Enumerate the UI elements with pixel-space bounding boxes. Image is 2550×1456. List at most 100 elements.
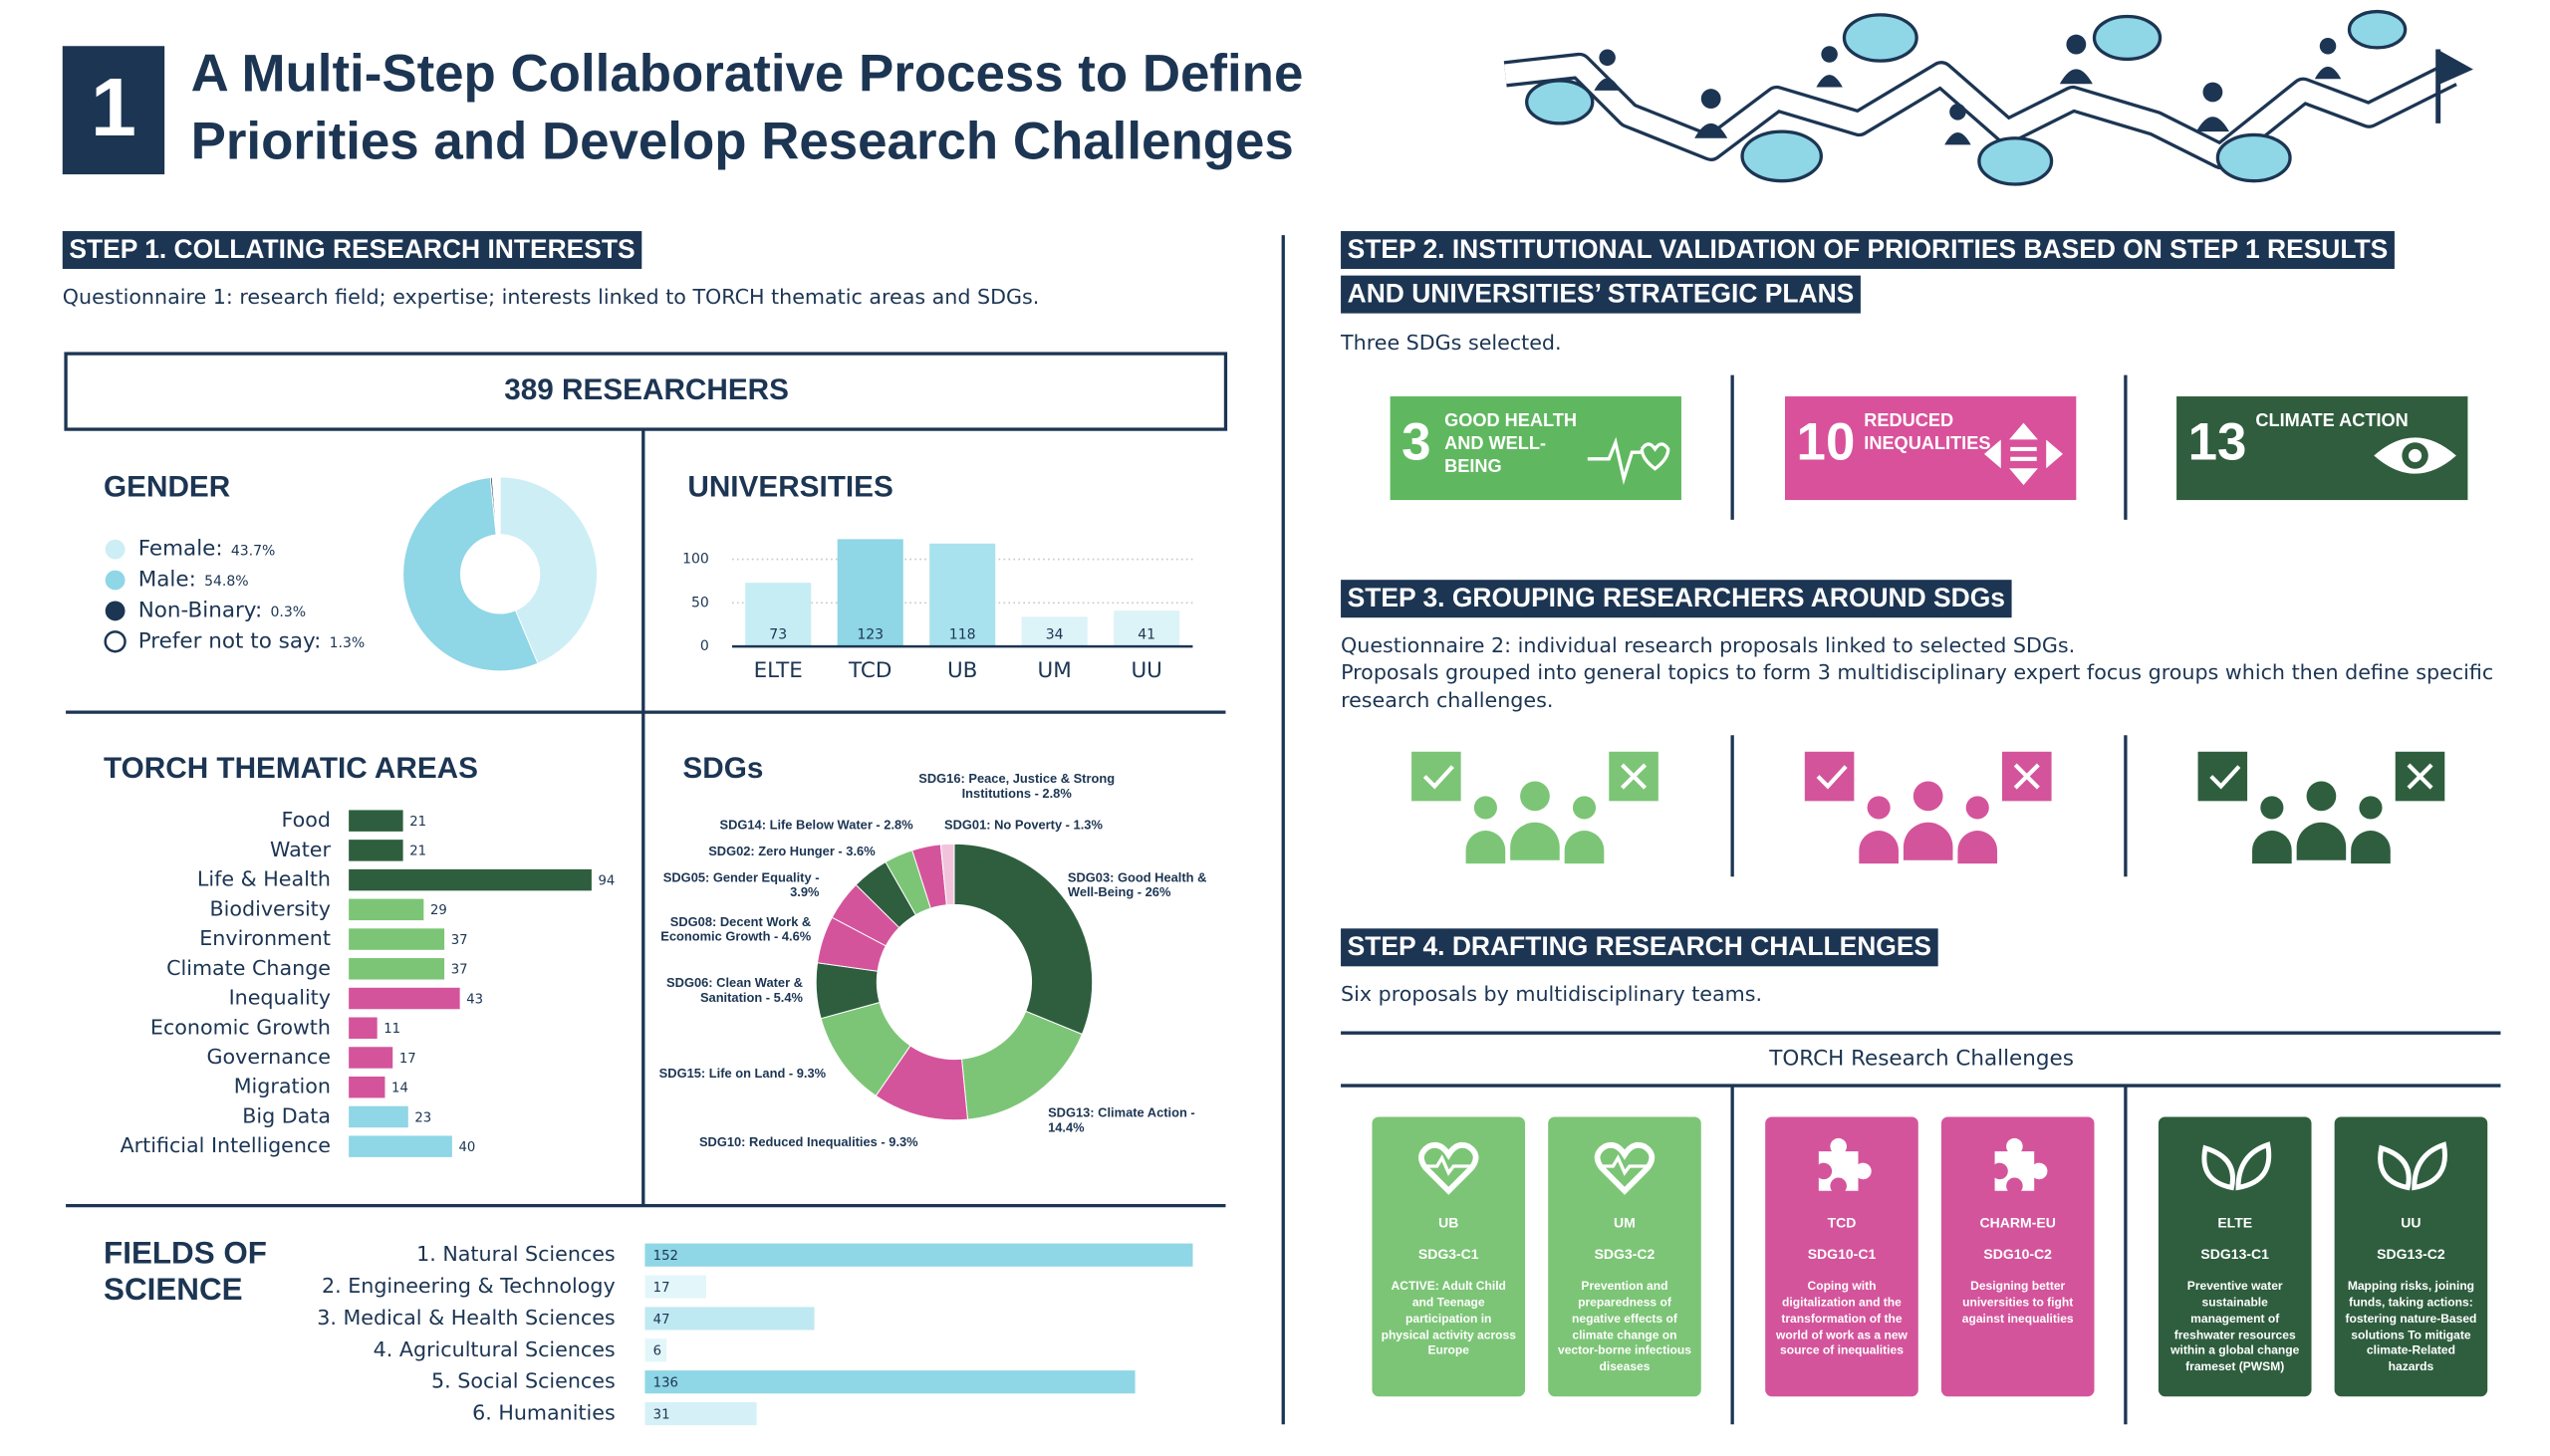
slice-label-box: SDG16: Peace, Justice & Strong Instituti…: [918, 773, 1116, 802]
bar: [349, 958, 445, 980]
legend-value: 0.3%: [270, 605, 306, 620]
sdg-tile: [1390, 396, 1681, 501]
sdg-icon: [1587, 436, 1670, 485]
card-institution: CHARM-EU: [1980, 1214, 2056, 1230]
slice-label-box: SDG01: No Poverty - 1.3%: [944, 819, 1103, 833]
bar: [349, 840, 403, 861]
y-tick-label: Food: [282, 808, 331, 832]
y-tick-label: Environment: [199, 926, 331, 950]
heading-bg: [1341, 231, 2395, 270]
slice-label: SDG10: Reduced Inequalities - 9.3%: [698, 1136, 918, 1150]
sdg-name: REDUCED INEQUALITIES: [1864, 410, 1991, 454]
bar: [837, 539, 903, 647]
heading: AND UNIVERSITIES’ STRATEGIC PLANS: [1348, 278, 1855, 308]
pie-slice: [953, 843, 1094, 1036]
card-code: SDG3-C1: [1418, 1246, 1479, 1262]
legend-value: 54.8%: [204, 574, 249, 590]
bar: [349, 810, 403, 832]
slice-label: SDG13: Climate Action - 14.4%: [1048, 1106, 1195, 1135]
bar: [644, 1243, 1193, 1267]
challenge-card: [2334, 1116, 2488, 1397]
y-tick-label: 4. Agricultural Sciences: [374, 1337, 616, 1361]
slice-label: SDG05: Gender Equality - 3.9%: [662, 871, 820, 900]
x-tick-label: UU: [1131, 658, 1161, 683]
total-box: [64, 352, 1228, 431]
challenge-card: [2158, 1116, 2312, 1397]
heading-bg: [62, 231, 642, 270]
y-tick-label: Economic Growth: [150, 1015, 331, 1039]
value-label: 21: [409, 815, 426, 830]
card-icon: [1594, 1141, 1656, 1195]
slice-label: SDG02: Zero Hunger - 3.6%: [708, 845, 876, 859]
card-text: Coping with digitalization and the trans…: [1775, 1278, 1908, 1358]
value-label: 17: [399, 1052, 416, 1067]
y-tick-label: Climate Change: [166, 956, 331, 980]
number-badge: [62, 46, 165, 175]
speech-bubbles: [1525, 9, 2408, 186]
heading: STEP 3. GROUPING RESEARCHERS AROUND SDGs: [1348, 583, 2005, 612]
legend-value: 43.7%: [231, 543, 276, 559]
person-body: [2252, 831, 2292, 864]
challenge-card: [1765, 1116, 1918, 1397]
sdg-number: 10: [1797, 413, 1856, 472]
description: Six proposals by multidisciplinary teams…: [1341, 982, 1762, 1006]
value-label: 23: [414, 1110, 431, 1125]
slice-label-box: SDG08: Decent Work & Economic Growth - 4…: [660, 916, 811, 944]
bar: [644, 1275, 706, 1299]
chart-title: SDGs: [682, 752, 763, 785]
legend-label: Female:: [138, 537, 223, 562]
legend-swatch: [105, 601, 126, 621]
bar: [1021, 616, 1088, 647]
description: Questionnaire 1: research field; experti…: [63, 285, 1040, 309]
bar: [349, 1047, 393, 1069]
card-institution: UU: [2401, 1214, 2421, 1230]
card-text-box: ACTIVE: Adult Child and Teenage particip…: [1382, 1278, 1516, 1357]
slice-label-box: SDG05: Gender Equality - 3.9%: [662, 871, 820, 900]
person-body: [1564, 831, 1605, 864]
legend-label: Non-Binary:: [138, 598, 262, 622]
bar: [644, 1370, 1136, 1394]
person-head: [1520, 781, 1550, 812]
person-head: [1867, 796, 1891, 820]
bar: [644, 1338, 667, 1362]
sdg-number: 13: [2188, 413, 2247, 472]
y-tick-label: 100: [682, 552, 709, 568]
check-mark: [1816, 765, 1848, 790]
value-label: 73: [769, 627, 787, 643]
value-label: 6: [653, 1344, 661, 1359]
person-body: [2296, 822, 2347, 860]
card-institution: UB: [1438, 1214, 1458, 1230]
slice-label-box: SDG13: Climate Action - 14.4%: [1048, 1106, 1195, 1135]
chart-title: FIELDS OF SCIENCE: [104, 1237, 267, 1308]
y-tick-label: Biodiversity: [210, 896, 331, 920]
card-text-box: Coping with digitalization and the trans…: [1775, 1278, 1908, 1358]
card-icon: [1425, 1154, 1472, 1176]
illustration: [1503, 9, 2473, 186]
bar: [929, 543, 996, 647]
y-tick-label: Migration: [234, 1075, 331, 1098]
card-text: Designing better universities to fight a…: [1961, 1278, 2074, 1326]
heading-bg: [1341, 275, 1861, 314]
person-body: [2351, 831, 2391, 864]
bar: [1114, 610, 1180, 647]
legend-swatch: [105, 539, 126, 560]
heading: STEP 4. DRAFTING RESEARCH CHALLENGES: [1348, 931, 1931, 961]
check-mark: [2209, 765, 2241, 790]
x-tick-label: ELTE: [754, 658, 803, 683]
y-tick-label: 2. Engineering & Technology: [322, 1274, 616, 1298]
person-body: [1510, 822, 1560, 860]
dividers: [66, 235, 2501, 1425]
slice-label: SDG16: Peace, Justice & Strong Instituti…: [918, 773, 1116, 802]
x-tick-label: TCD: [848, 658, 892, 683]
card-code: SDG3-C2: [1595, 1246, 1656, 1262]
y-tick-label: 50: [691, 595, 709, 610]
slice-label: SDG01: No Poverty - 1.3%: [944, 819, 1103, 833]
chart-title-box: FIELDS OF SCIENCE: [104, 1237, 267, 1308]
value-label: 47: [653, 1313, 670, 1328]
table-title: TORCH Research Challenges: [1768, 1047, 2074, 1072]
slice-label: SDG06: Clean Water & Sanitation - 5.4%: [666, 977, 803, 1006]
value-label: 14: [391, 1082, 408, 1096]
bar: [349, 987, 460, 1010]
card-code: SDG10-C2: [1983, 1246, 2052, 1262]
bar: [349, 898, 424, 921]
